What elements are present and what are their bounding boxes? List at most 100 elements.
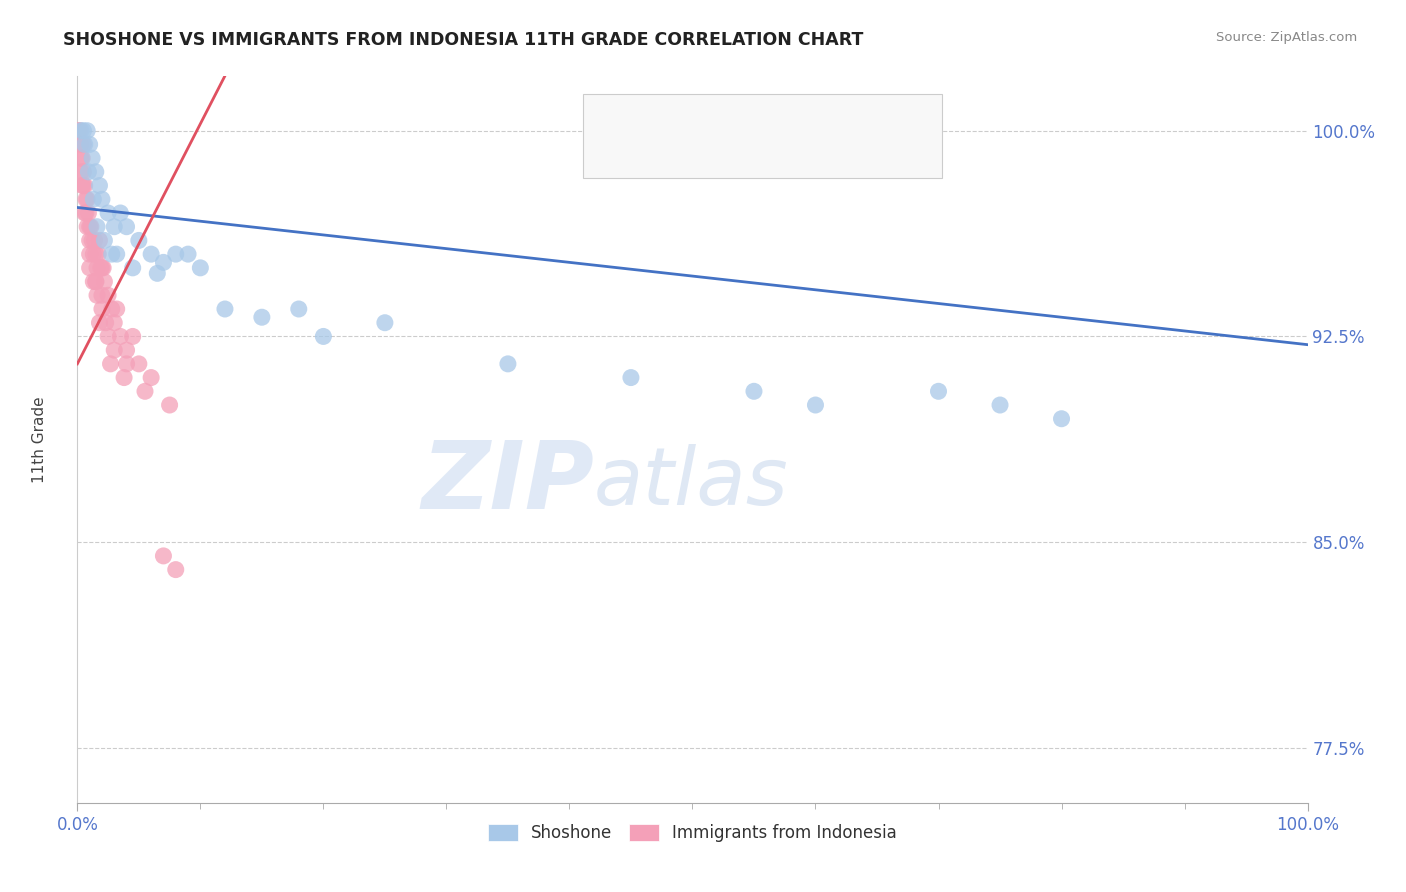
Point <box>79 137 101 152</box>
Point <box>87 247 110 261</box>
Point <box>146 266 169 280</box>
Point <box>75 192 97 206</box>
Point <box>105 301 128 316</box>
Point <box>94 316 117 330</box>
Point <box>90 260 114 275</box>
Point <box>159 398 181 412</box>
Point <box>165 247 187 261</box>
Point <box>101 247 124 261</box>
Point <box>165 563 187 577</box>
Point <box>82 247 104 261</box>
Point <box>177 247 200 261</box>
Point <box>80 219 103 234</box>
Point <box>115 219 138 234</box>
Point <box>115 343 138 358</box>
Point <box>70 151 93 165</box>
Point <box>73 137 96 152</box>
Point <box>82 151 104 165</box>
Point <box>72 178 94 193</box>
Point <box>141 247 163 261</box>
Point <box>83 234 105 248</box>
Point <box>90 288 114 302</box>
Point <box>70 178 93 193</box>
Point <box>128 357 150 371</box>
Point <box>86 288 108 302</box>
Point <box>73 206 96 220</box>
Point <box>91 260 114 275</box>
Point <box>988 398 1011 412</box>
Point <box>79 260 101 275</box>
Point <box>82 275 104 289</box>
Point <box>89 234 111 248</box>
Point <box>97 206 120 220</box>
Point <box>76 192 98 206</box>
Point <box>93 275 115 289</box>
Point <box>69 124 91 138</box>
Text: R = -0.274   N = 39: R = -0.274 N = 39 <box>643 102 814 120</box>
Point <box>76 124 98 138</box>
Point <box>76 219 98 234</box>
Point <box>742 384 765 399</box>
Point <box>101 301 124 316</box>
Point <box>250 310 273 325</box>
Point <box>90 260 112 275</box>
Point <box>90 192 114 206</box>
Point <box>75 206 97 220</box>
Point <box>214 301 236 316</box>
Point <box>620 370 643 384</box>
Point <box>84 275 107 289</box>
Point <box>134 384 156 399</box>
Text: atlas: atlas <box>595 444 789 522</box>
Point <box>141 370 163 384</box>
Point <box>188 260 212 275</box>
Text: R =  0.256   N = 59: R = 0.256 N = 59 <box>643 139 813 157</box>
Point <box>72 124 94 138</box>
Point <box>77 206 100 220</box>
Point <box>67 124 90 138</box>
Point <box>312 329 335 343</box>
Point <box>288 301 311 316</box>
Point <box>79 234 101 248</box>
Point <box>97 329 120 343</box>
Point <box>89 316 111 330</box>
Bar <box>600 101 631 120</box>
Point <box>496 357 519 371</box>
Point <box>103 219 125 234</box>
Point <box>73 178 96 193</box>
Point <box>86 219 108 234</box>
Text: ZIP: ZIP <box>422 437 595 529</box>
Point <box>90 301 114 316</box>
Point <box>121 329 143 343</box>
Text: Source: ZipAtlas.com: Source: ZipAtlas.com <box>1216 31 1357 45</box>
Point <box>105 247 128 261</box>
Point <box>79 219 101 234</box>
Point <box>804 398 827 412</box>
Point <box>79 247 101 261</box>
Point <box>72 165 94 179</box>
Point <box>128 234 150 248</box>
Point <box>84 165 107 179</box>
Point <box>928 384 950 399</box>
Point <box>84 275 107 289</box>
Point <box>103 343 125 358</box>
Point <box>152 549 174 563</box>
Bar <box>600 138 631 158</box>
Point <box>97 288 120 302</box>
Point <box>93 234 115 248</box>
Point <box>70 165 93 179</box>
Point <box>70 137 93 152</box>
Point <box>115 357 138 371</box>
Point <box>374 316 396 330</box>
Legend: Shoshone, Immigrants from Indonesia: Shoshone, Immigrants from Indonesia <box>481 817 904 849</box>
Point <box>70 151 93 165</box>
Point <box>82 192 104 206</box>
Point <box>70 124 93 138</box>
Point <box>152 255 174 269</box>
Text: SHOSHONE VS IMMIGRANTS FROM INDONESIA 11TH GRADE CORRELATION CHART: SHOSHONE VS IMMIGRANTS FROM INDONESIA 11… <box>63 31 863 49</box>
Point <box>72 137 94 152</box>
Point <box>89 178 111 193</box>
Point <box>121 260 143 275</box>
Point <box>86 260 108 275</box>
Y-axis label: 11th Grade: 11th Grade <box>31 396 46 483</box>
Point <box>112 370 135 384</box>
